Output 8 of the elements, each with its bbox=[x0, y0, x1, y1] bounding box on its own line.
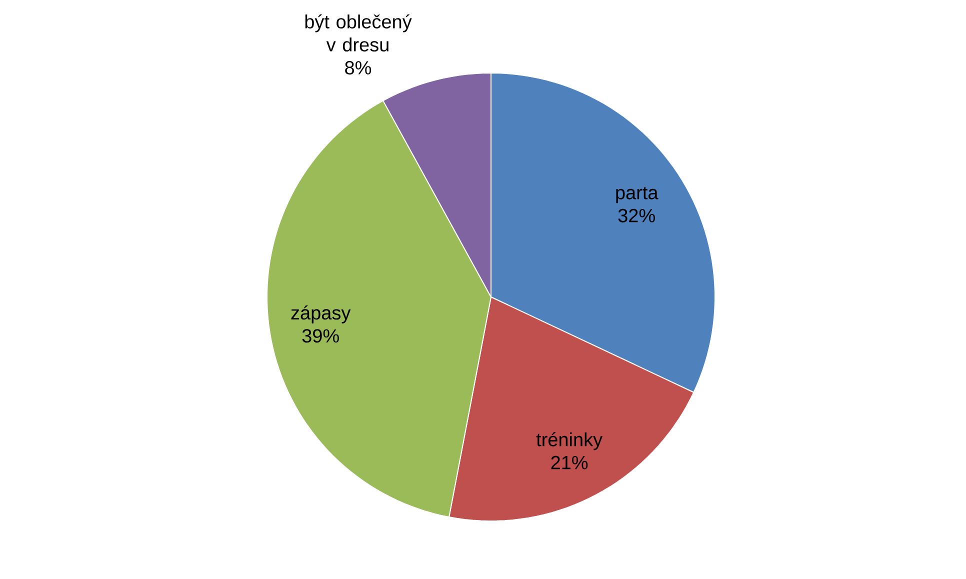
slice-label: tréninky bbox=[536, 432, 603, 450]
data-label: 39% bbox=[302, 329, 339, 343]
slice-label: parta bbox=[616, 186, 658, 204]
slice-label: zápasy bbox=[291, 305, 351, 324]
slice-label: být oblečený v dresu bbox=[305, 14, 412, 52]
data-label: 21% bbox=[551, 456, 588, 470]
data-label: 32% bbox=[618, 208, 655, 222]
data-label: 8% bbox=[345, 61, 372, 74]
